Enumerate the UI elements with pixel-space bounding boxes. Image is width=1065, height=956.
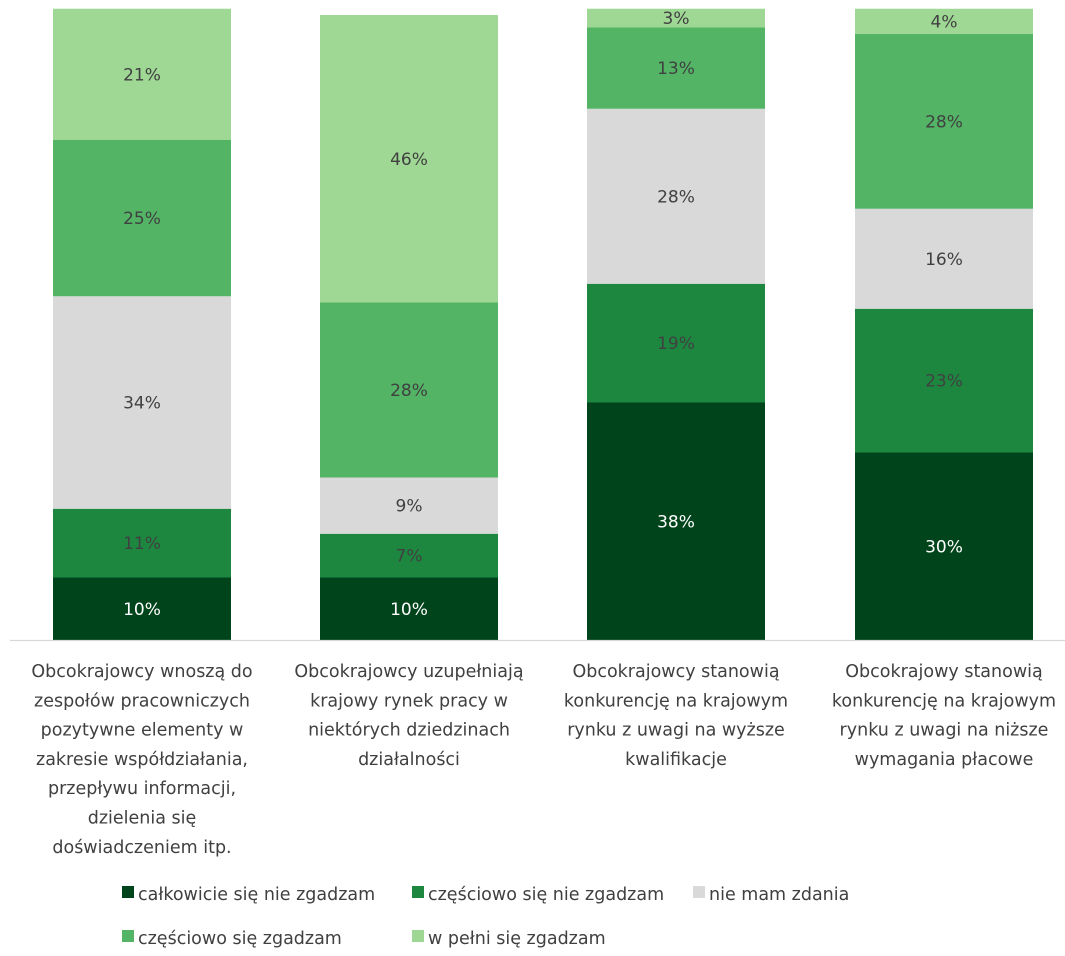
category-label-line: zespołów pracowniczych <box>34 691 250 711</box>
category-label-line: zakresie współdziałania, <box>36 750 248 770</box>
legend-label-1: całkowicie się nie zgadzam <box>138 885 375 905</box>
bar-segment-4-2 <box>855 308 1033 453</box>
data-label-4-2: 23% <box>925 372 963 392</box>
category-label-line: rynku z uwagi na wyższe <box>567 721 785 741</box>
bar-segment-1-3 <box>53 296 231 509</box>
legend-label-5: w pełni się zgadzam <box>428 929 606 949</box>
bar-segment-1-4 <box>53 140 231 297</box>
data-label-2-5: 46% <box>390 150 428 170</box>
legend-label-4: częściowo się zgadzam <box>138 929 342 949</box>
bar-segment-3-1 <box>587 402 765 640</box>
legend-swatch-1 <box>122 886 134 898</box>
category-label-line: wymagania płacowe <box>855 750 1034 770</box>
legend-swatch-2 <box>412 886 424 898</box>
category-label-line: Obcokrajowy stanowią <box>845 662 1042 682</box>
category-label-line: rynku z uwagi na niższe <box>840 721 1049 741</box>
data-label-2-1: 10% <box>390 600 428 620</box>
category-label-2: Obcokrajowcy uzupełniają krajowy rynek pr… <box>294 662 523 770</box>
bar-segment-3-3 <box>587 108 765 284</box>
category-label-line: działalności <box>358 750 460 770</box>
bar-segment-3-4 <box>587 27 765 109</box>
data-label-2-2: 7% <box>396 547 423 567</box>
category-label-line: krajowy rynek pracy w <box>310 691 508 711</box>
bar-segment-2-1 <box>320 577 498 640</box>
data-label-2-3: 9% <box>396 497 423 517</box>
legend-swatch-4 <box>122 930 134 942</box>
data-label-3-3: 28% <box>657 187 695 207</box>
bar-segment-2-5 <box>320 15 498 303</box>
category-labels-group: Obcokrajowcy wnoszą do zespołów pracownic… <box>31 662 1056 858</box>
data-label-1-2: 11% <box>123 534 161 554</box>
legend-label-2: częściowo się nie zgadzam <box>428 885 664 905</box>
bar-segment-2-2 <box>320 533 498 578</box>
category-label-line: konkurencję na krajowym <box>564 691 788 711</box>
category-label-line: niektórych dziedzinach <box>308 721 510 741</box>
category-label-line: Obcokrajowcy stanowią <box>572 662 779 682</box>
category-label-line: Obcokrajowcy uzupełniają <box>294 662 523 682</box>
data-label-4-3: 16% <box>925 250 963 270</box>
data-label-1-1: 10% <box>123 600 161 620</box>
data-label-2-4: 28% <box>390 381 428 401</box>
bar-segment-1-2 <box>53 508 231 578</box>
category-label-4: Obcokrajowy stanowią konkurencję na krajo… <box>832 662 1056 770</box>
category-label-3: Obcokrajowcy stanowią konkurencję na kraj… <box>564 662 788 770</box>
bar-segment-1-5 <box>53 8 231 140</box>
category-label-line: konkurencję na krajowym <box>832 691 1056 711</box>
data-label-1-5: 21% <box>123 65 161 85</box>
category-label-line: kwalifikacje <box>625 750 727 770</box>
bar-segment-4-1 <box>855 452 1033 640</box>
data-label-3-2: 19% <box>657 334 695 354</box>
data-label-1-4: 25% <box>123 209 161 229</box>
legend-swatch-5 <box>412 930 424 942</box>
bar-segment-4-4 <box>855 33 1033 209</box>
category-label-line: przepływu informacji, <box>48 779 236 799</box>
legend-swatch-3 <box>693 886 705 898</box>
legend-label-3: nie mam zdania <box>709 885 849 905</box>
bar-segment-3-5 <box>587 8 765 28</box>
legend: całkowicie się nie zgadzam częściowo się … <box>122 885 849 949</box>
bar-segment-1-1 <box>53 577 231 640</box>
bar-segment-4-3 <box>855 208 1033 309</box>
data-label-3-1: 38% <box>657 512 695 532</box>
bar-segment-3-2 <box>587 283 765 403</box>
data-label-3-5: 3% <box>663 9 690 29</box>
category-label-line: Obcokrajowcy wnoszą do <box>31 662 252 682</box>
category-label-1: Obcokrajowcy wnoszą do zespołów pracownic… <box>31 662 252 858</box>
bar-segment-2-3 <box>320 477 498 534</box>
bar-segment-4-5 <box>855 8 1033 34</box>
data-label-4-5: 4% <box>931 12 958 32</box>
category-label-line: pozytywne elementy w <box>41 721 244 741</box>
data-label-3-4: 13% <box>657 59 695 79</box>
category-label-line: doświadczeniem itp. <box>52 838 231 858</box>
bar-segment-2-4 <box>320 302 498 478</box>
data-label-1-3: 34% <box>123 394 161 414</box>
category-label-line: dzielenia się <box>88 809 197 829</box>
data-label-4-1: 30% <box>925 537 963 557</box>
bars-group: 10% 11% 34% 25% 21% 10% 7% 9% 28% 46% 38% 19% 28% 13%… <box>53 8 1033 640</box>
data-label-4-4: 28% <box>925 112 963 132</box>
